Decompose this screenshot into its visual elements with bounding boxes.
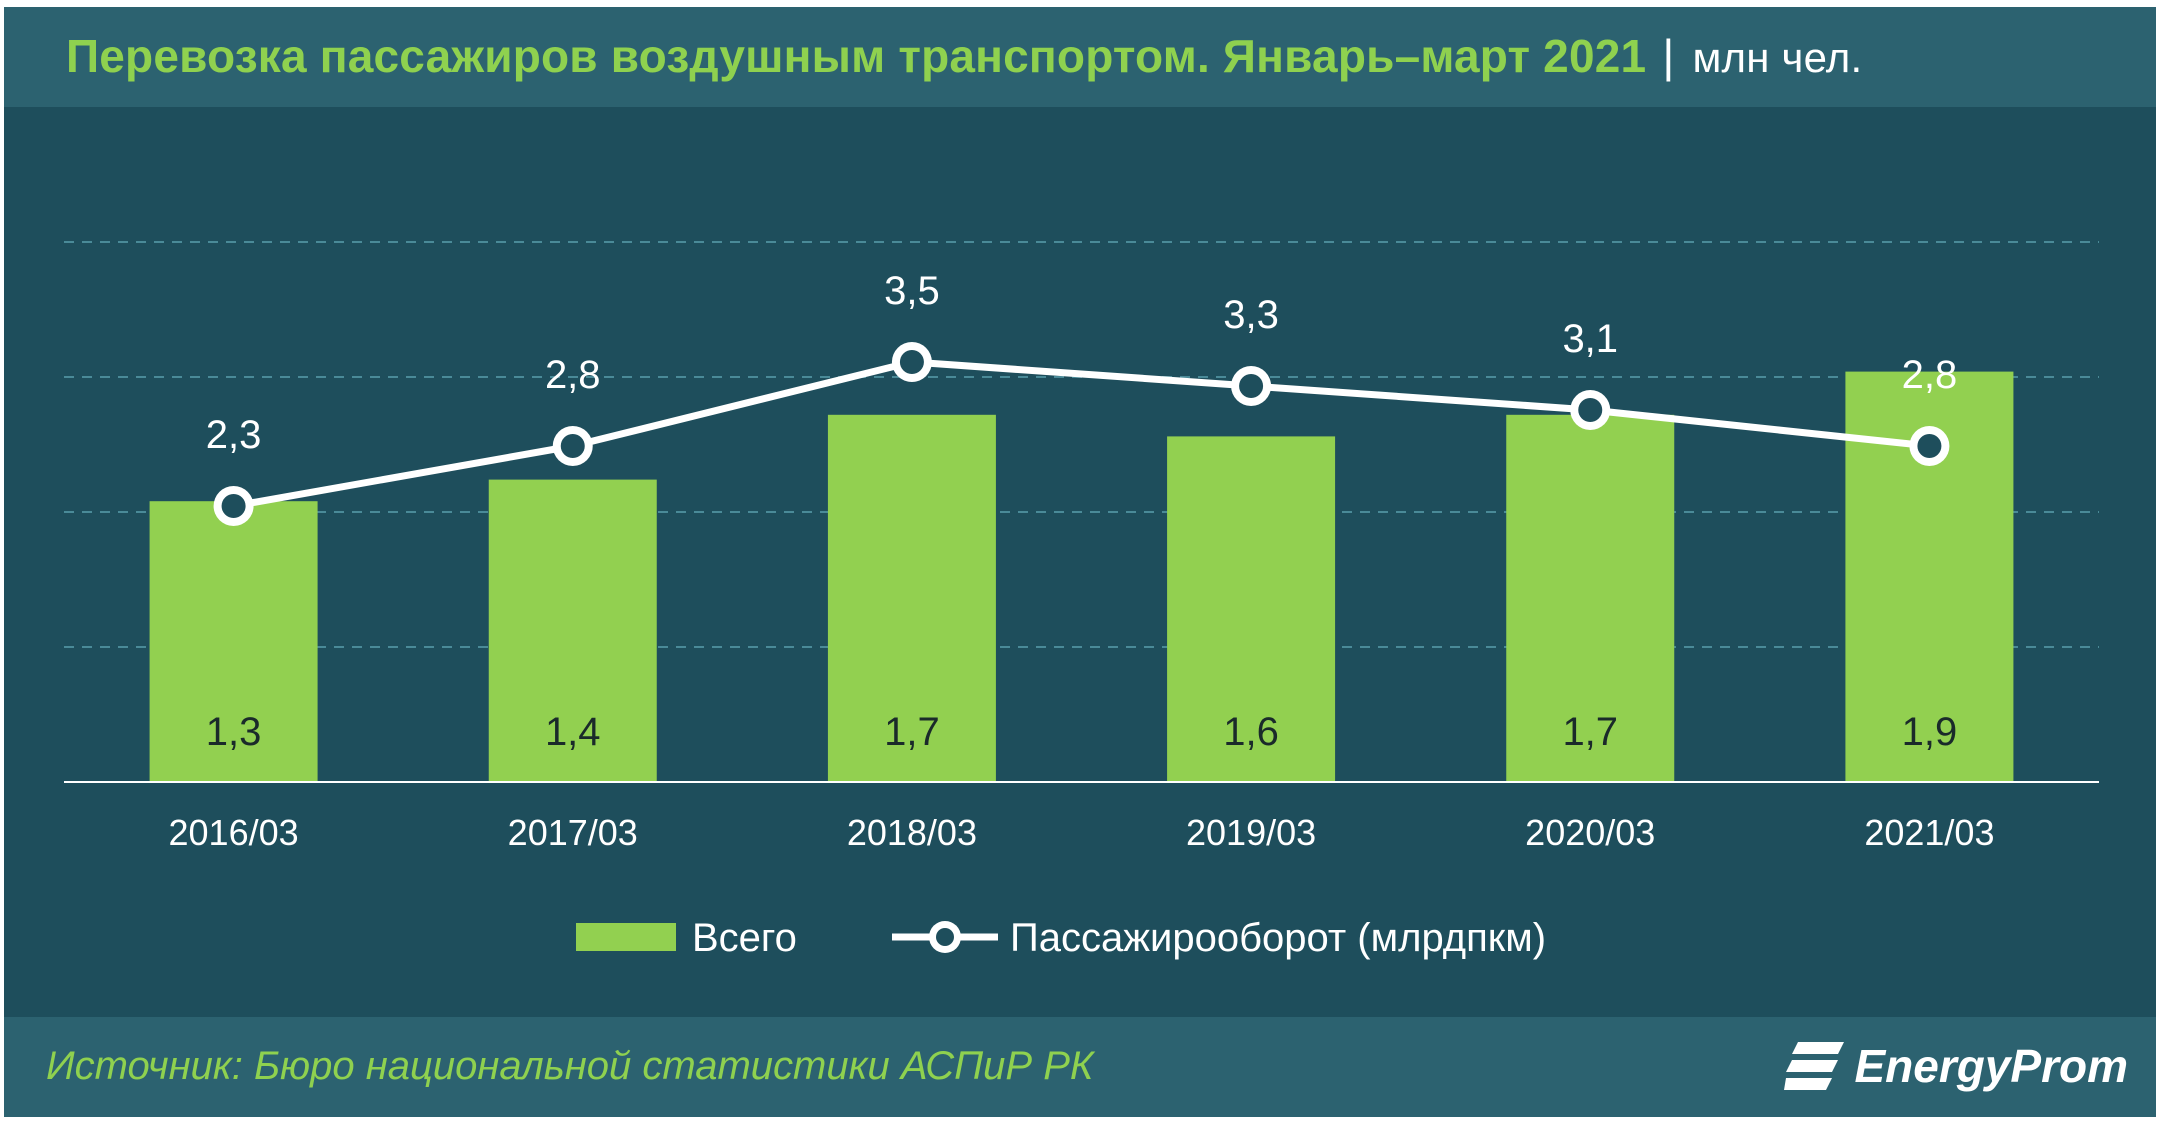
line-marker	[1578, 398, 1603, 422]
x-tick-label: 2019/03	[1186, 812, 1316, 853]
title-text: Перевозка пассажиров воздушным транспорт…	[66, 30, 1647, 82]
bar-value-label: 1,7	[884, 710, 940, 754]
bar	[827, 414, 996, 782]
line-series	[232, 358, 1930, 510]
bar-value-label: 1,7	[1562, 710, 1618, 754]
line-value-label: 2,8	[545, 353, 601, 397]
line-value-label: 2,8	[1902, 353, 1958, 397]
footer-band: Источник: Бюро национальной статистики А…	[4, 1017, 2156, 1117]
chart-frame: Перевозка пассажиров воздушным транспорт…	[4, 7, 2156, 1117]
line-marker	[560, 434, 585, 458]
bar-value-label: 1,6	[1223, 710, 1279, 754]
x-tick-label: 2018/03	[847, 812, 977, 853]
line-value-label: 2,3	[206, 413, 262, 457]
bar-value-label: 1,4	[545, 710, 601, 754]
bar-value-label: 1,3	[206, 710, 262, 754]
bar	[149, 501, 318, 782]
legend-label-line: Пассажирооборот (млрдпкм)	[1010, 916, 1546, 960]
title-unit: млн чел.	[1692, 34, 1863, 81]
x-tick-label: 2017/03	[508, 812, 638, 853]
line-value-label: 3,3	[1223, 293, 1279, 337]
line-value-label: 3,5	[884, 269, 940, 313]
line-marker	[1917, 434, 1942, 458]
energyprom-logo-icon	[1784, 1042, 1845, 1090]
line-marker	[1239, 374, 1264, 398]
x-tick-label: 2020/03	[1525, 812, 1655, 853]
title-band: Перевозка пассажиров воздушным транспорт…	[4, 7, 2156, 107]
x-tick-label: 2021/03	[1864, 812, 1994, 853]
bar-value-label: 1,9	[1902, 710, 1958, 754]
line-value-label: 3,1	[1562, 317, 1618, 361]
energyprom-logo: EnergyProm	[1784, 1031, 2128, 1101]
bar	[1506, 414, 1675, 782]
source-note: Источник: Бюро национальной статистики А…	[46, 1044, 1094, 1088]
bar	[488, 479, 657, 782]
legend-label-bars: Всего	[692, 916, 797, 960]
title-separator: |	[1662, 30, 1675, 82]
line-marker	[899, 350, 924, 374]
logo-text: EnergyProm	[1854, 1040, 2128, 1092]
chart-svg: 1,3 2016/03 1,4 2017/03 1,7 2018/03 1,6 2019/03…	[64, 241, 2099, 960]
x-tick-label: 2016/03	[169, 812, 299, 853]
chart-title: Перевозка пассажиров воздушным транспорт…	[66, 29, 1862, 83]
line-marker	[221, 494, 246, 518]
bar	[1167, 436, 1336, 782]
legend-swatch-bars	[576, 923, 676, 951]
legend-marker	[936, 928, 954, 946]
